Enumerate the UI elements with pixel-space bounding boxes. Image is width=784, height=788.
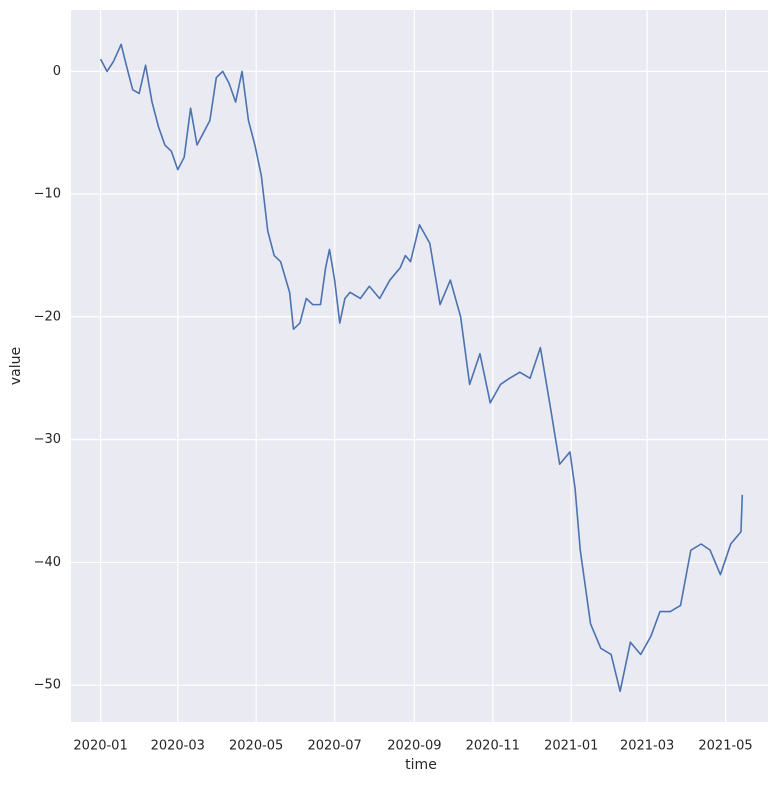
y-tick-label: −10 [34,187,61,202]
x-tick-label: 2021-03 [620,739,674,754]
grid [71,10,768,722]
y-tick-label: −30 [34,432,61,447]
x-tick-label: 2021-05 [698,739,752,754]
x-tick-label: 2021-01 [544,739,598,754]
y-tick-label: −40 [34,555,61,570]
y-tick-label: 0 [53,64,61,79]
x-tick-label: 2020-09 [387,739,441,754]
line [99,43,744,693]
x-tick-label: 2020-01 [73,739,127,754]
x-axis-label: time [405,757,437,773]
y-axis-label: value [8,347,24,385]
x-tick-label: 2020-03 [151,739,205,754]
x-tick-label: 2020-11 [466,739,520,754]
y-tick-label: −50 [34,678,61,693]
y-tick-label: −20 [34,309,61,324]
plot-area [71,10,768,722]
x-tick-label: 2020-07 [307,739,361,754]
x-tick-label: 2020-05 [229,739,283,754]
